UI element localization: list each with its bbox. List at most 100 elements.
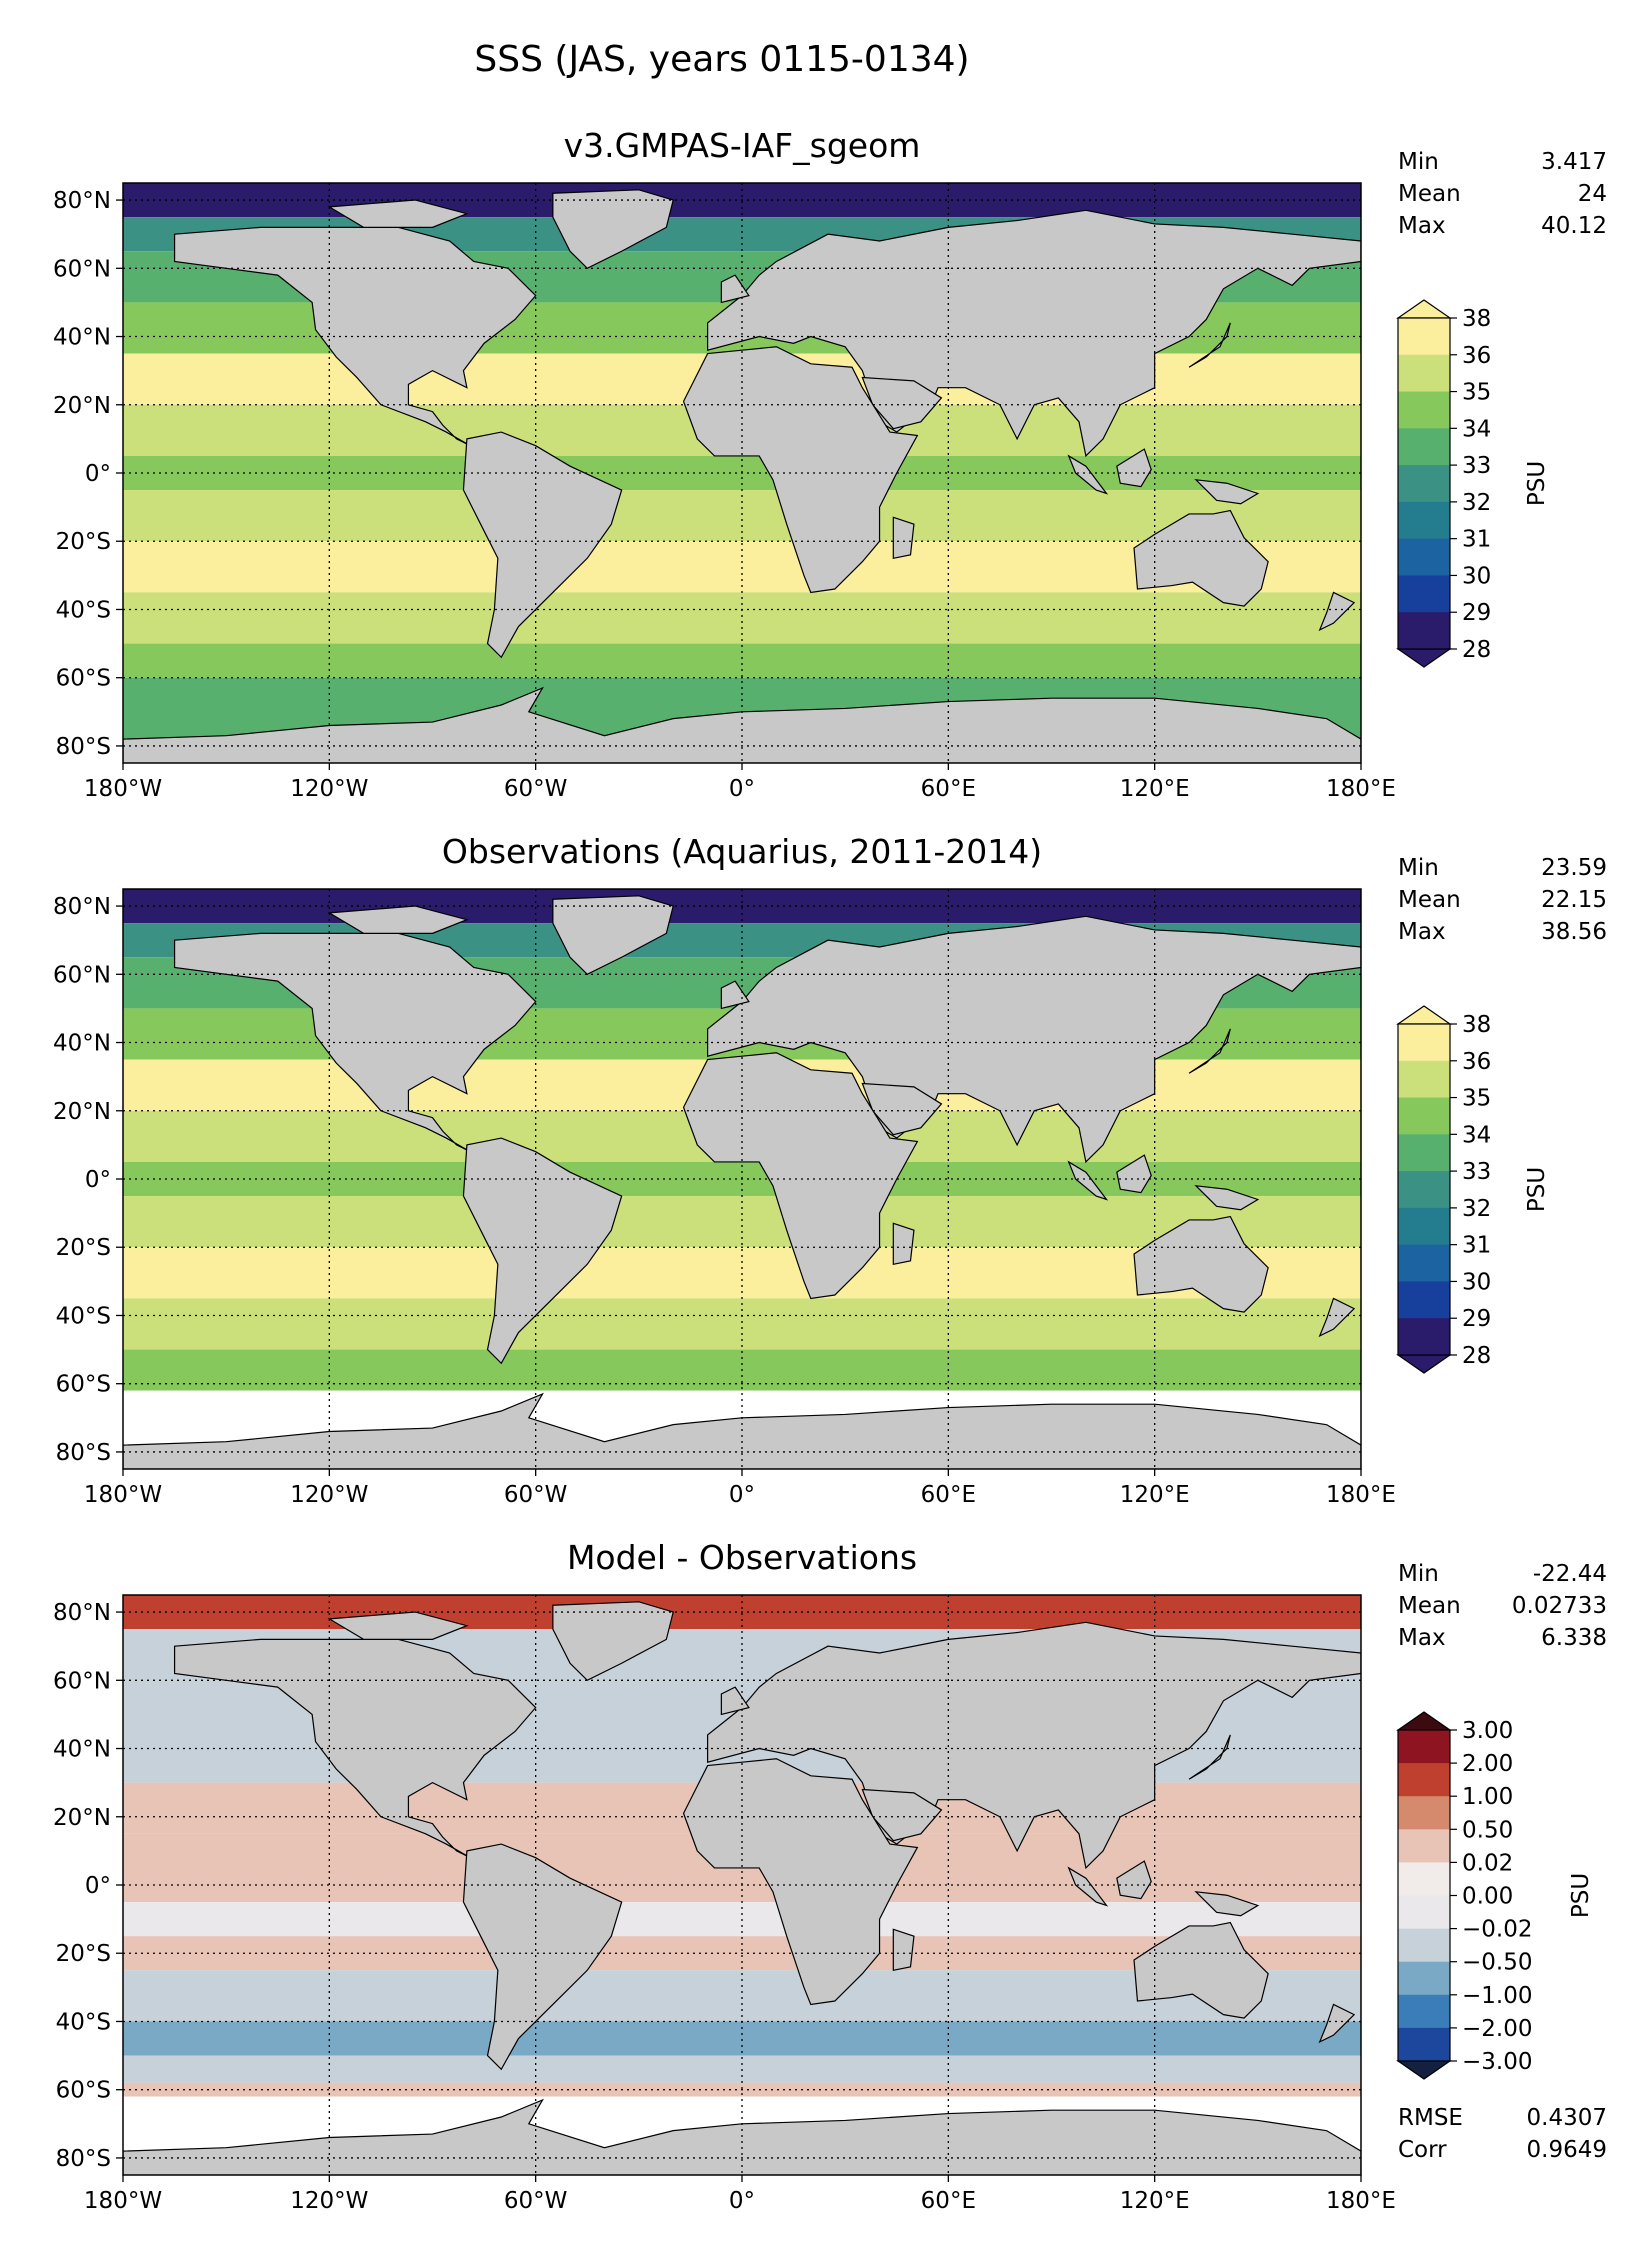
colorbar-tick-label: 38 <box>1462 306 1491 332</box>
stat-value: 40.12 <box>1541 213 1607 239</box>
x-tick-label: 120°W <box>290 2188 368 2214</box>
salinity-band-9 <box>123 1298 1361 1350</box>
y-tick-label: 40°N <box>53 1031 111 1057</box>
y-tick-label: 0° <box>85 1873 111 1899</box>
colorbar-tick-label: 28 <box>1462 1343 1491 1369</box>
y-tick-label: 20°S <box>56 1941 111 1967</box>
map-panel-2: Observations (Aquarius, 2011-2014) 80°N 60… <box>53 832 1607 1508</box>
stat-value: -22.44 <box>1533 1561 1607 1587</box>
colorbar-tick-label: 30 <box>1462 563 1491 589</box>
map-panel-1: v3.GMPAS-IAF_sgeom 80°N 60°N 40°N 20°N 0° 20°S… <box>53 126 1607 802</box>
y-tick-label: 20°N <box>53 1805 111 1831</box>
colorbar-label: PSU <box>1568 1873 1594 1918</box>
colorbar-swatch <box>1398 428 1450 466</box>
colorbar-swatch <box>1398 1171 1450 1209</box>
colorbar: 3.00 2.00 1.00 0.50 0.02 0.00 −0.02 −0.50 −1.00 −… <box>1396 1711 1594 2080</box>
stat-label: Mean <box>1398 181 1461 207</box>
y-tick-label: 0° <box>85 461 111 487</box>
map-panel-3: Model - Observations 80°N 60°N 40°N 20°N 0° 20… <box>53 1538 1607 2214</box>
x-tick-label: 60°W <box>504 2188 568 2214</box>
salinity-band-10 <box>123 643 1361 678</box>
panel-title: Model - Observations <box>567 1538 917 1577</box>
colorbar-swatch <box>1398 612 1450 650</box>
y-tick-label: 80°S <box>56 734 111 760</box>
stat-value: 3.417 <box>1541 149 1607 175</box>
y-tick-label: 40°N <box>53 1737 111 1763</box>
stat-value: 0.02733 <box>1512 1593 1607 1619</box>
colorbar-swatch <box>1398 1994 1450 2029</box>
colorbar-tick-label: 34 <box>1462 416 1491 442</box>
colorbar-tick-label: 0.00 <box>1462 1884 1513 1910</box>
y-tick-label: 60°S <box>56 666 111 692</box>
stat-label: Mean <box>1398 1593 1461 1619</box>
colorbar: 28 29 30 31 32 33 34 35 36 38 PSU <box>1396 299 1550 668</box>
colorbar-tick-label: 35 <box>1462 1086 1491 1112</box>
colorbar-swatch <box>1398 354 1450 393</box>
colorbar-label: PSU <box>1524 461 1550 506</box>
colorbar-swatch <box>1398 501 1450 540</box>
colorbar-tick-label: 0.02 <box>1462 1850 1513 1876</box>
colorbar-extend-bottom <box>1396 1354 1452 1374</box>
colorbar-swatch <box>1398 391 1450 429</box>
colorbar-swatch <box>1398 1895 1450 1930</box>
colorbar-swatch <box>1398 1097 1450 1135</box>
colorbar-extend-bottom <box>1396 2060 1452 2080</box>
colorbar-tick-label: 29 <box>1462 600 1491 626</box>
y-tick-label: 0° <box>85 1167 111 1193</box>
x-tick-label: 120°E <box>1120 2188 1190 2214</box>
colorbar-swatch <box>1398 1730 1450 1764</box>
colorbar-swatch <box>1398 1134 1450 1172</box>
stat-label: Min <box>1398 1561 1439 1587</box>
map-area <box>123 183 1361 763</box>
x-tick-label: 60°E <box>921 776 976 802</box>
colorbar-swatch <box>1398 1763 1450 1797</box>
stat-label: Max <box>1398 1625 1446 1651</box>
figure-suptitle: SSS (JAS, years 0115-0134) <box>474 39 969 80</box>
colorbar: 28 29 30 31 32 33 34 35 36 38 PSU <box>1396 1005 1550 1374</box>
colorbar-tick-label: 36 <box>1462 1049 1491 1075</box>
x-tick-label: 60°W <box>504 1482 568 1508</box>
colorbar-tick-label: 1.00 <box>1462 1784 1513 1810</box>
x-tick-label: 120°E <box>1120 776 1190 802</box>
y-tick-label: 20°N <box>53 393 111 419</box>
stat-label: Max <box>1398 919 1446 945</box>
colorbar-tick-label: 29 <box>1462 1306 1491 1332</box>
stat-value: 23.59 <box>1541 855 1607 881</box>
x-tick-label: 180°E <box>1326 2188 1396 2214</box>
stat-label: Mean <box>1398 887 1461 913</box>
colorbar-extend-top <box>1396 1711 1452 1731</box>
colorbar-tick-label: 30 <box>1462 1269 1491 1295</box>
x-tick-label: 0° <box>729 1482 755 1508</box>
colorbar-tick-label: 38 <box>1462 1012 1491 1038</box>
colorbar-tick-label: −3.00 <box>1462 2049 1532 2075</box>
x-tick-label: 60°W <box>504 776 568 802</box>
colorbar-extend-top <box>1396 1005 1452 1025</box>
y-tick-label: 20°S <box>56 1235 111 1261</box>
colorbar-tick-label: 36 <box>1462 343 1491 369</box>
y-tick-label: 80°S <box>56 1440 111 1466</box>
colorbar-label: PSU <box>1524 1167 1550 1212</box>
x-tick-label: 0° <box>729 2188 755 2214</box>
colorbar-tick-label: 34 <box>1462 1122 1491 1148</box>
x-tick-label: 120°W <box>290 1482 368 1508</box>
colorbar-swatch <box>1398 1024 1450 1062</box>
stat-value: 38.56 <box>1541 919 1607 945</box>
y-tick-label: 40°N <box>53 325 111 351</box>
colorbar-swatch <box>1398 465 1450 503</box>
y-tick-label: 20°S <box>56 529 111 555</box>
y-tick-label: 60°S <box>56 2078 111 2104</box>
colorbar-tick-label: −2.00 <box>1462 2016 1532 2042</box>
stat-value: 6.338 <box>1541 1625 1607 1651</box>
x-tick-label: 60°E <box>921 2188 976 2214</box>
colorbar-swatch <box>1398 1207 1450 1246</box>
colorbar-swatch <box>1398 1244 1450 1282</box>
colorbar-swatch <box>1398 1928 1450 1963</box>
colorbar-tick-label: −1.00 <box>1462 1983 1532 2009</box>
colorbar-swatch <box>1398 1281 1450 1319</box>
colorbar-tick-label: 0.50 <box>1462 1817 1513 1843</box>
stat-value: 0.4307 <box>1527 2105 1607 2131</box>
y-tick-label: 40°S <box>56 597 111 623</box>
colorbar-swatch <box>1398 575 1450 613</box>
x-tick-label: 180°W <box>84 2188 162 2214</box>
